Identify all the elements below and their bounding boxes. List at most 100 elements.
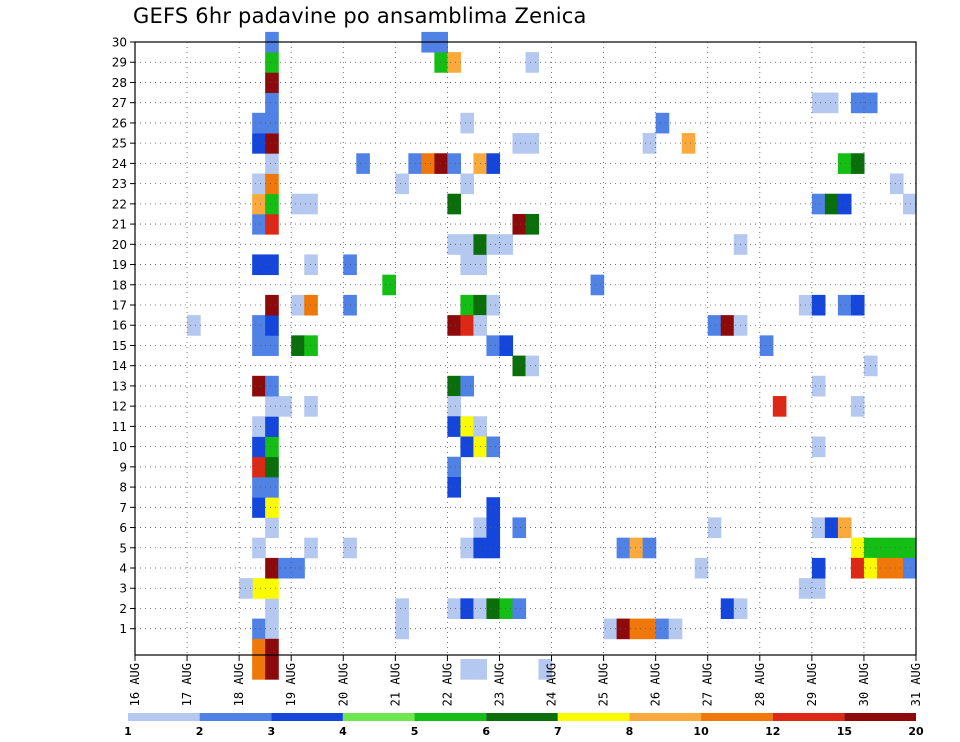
- heatmap-cell: [525, 52, 540, 73]
- heatmap-cell: [655, 112, 670, 134]
- colorbar-segment: [772, 713, 845, 721]
- heatmap-cell: [486, 537, 501, 559]
- heatmap-cell: [525, 133, 540, 154]
- heatmap-cell: [642, 133, 657, 154]
- heatmap-cell: [460, 294, 475, 316]
- heatmap-cell: [187, 315, 201, 336]
- heatmap-cell: [304, 254, 318, 276]
- heatmap-cell: [265, 375, 279, 397]
- heatmap-cell: [447, 456, 462, 478]
- heatmap-cell: [395, 173, 409, 195]
- y-tick-label: 4: [119, 562, 127, 576]
- heatmap-cell: [291, 557, 305, 579]
- heatmap-cell: [629, 618, 644, 640]
- heatmap-cell: [889, 557, 904, 579]
- heatmap-cell: [486, 294, 501, 316]
- heatmap-cell: [772, 396, 787, 417]
- colorbar-label: 4: [339, 725, 347, 738]
- heatmap-cell: [616, 537, 631, 559]
- colorbar-label: 8: [626, 725, 634, 738]
- heatmap-cell: [265, 72, 279, 93]
- heatmap-cell: [252, 375, 266, 397]
- y-tick-label: 26: [112, 116, 127, 130]
- heatmap-cell: [304, 537, 318, 559]
- heatmap-cell: [655, 618, 670, 640]
- colorbar-label: 10: [693, 725, 709, 738]
- colorbar-segment: [844, 713, 916, 721]
- heatmap-cell: [265, 213, 279, 235]
- x-tick-label: 22 AUG: [440, 663, 454, 706]
- heatmap-cell: [252, 416, 266, 437]
- heatmap-cell: [824, 193, 839, 215]
- y-tick-label: 27: [112, 96, 127, 110]
- heatmap-cell: [447, 396, 462, 417]
- heatmap-cell: [447, 193, 462, 215]
- heatmap-cell: [642, 537, 657, 559]
- heatmap-cell: [889, 537, 904, 559]
- y-tick-label: 18: [112, 278, 127, 292]
- heatmap-cell: [265, 396, 279, 417]
- colorbar-segment: [557, 713, 630, 721]
- heatmap-cell: [837, 153, 852, 174]
- heatmap-cell: [447, 153, 462, 174]
- heatmap-cell: [265, 456, 279, 478]
- heatmap-cell: [486, 436, 501, 458]
- heatmap-cell: [850, 557, 865, 579]
- heatmap-cell: [252, 537, 266, 559]
- heatmap-cell: [460, 254, 475, 276]
- heatmap-cell: [824, 517, 839, 539]
- heatmap-cell: [538, 659, 553, 680]
- heatmap-cell: [447, 476, 462, 498]
- heatmap-cell: [460, 598, 475, 619]
- y-tick-label: 15: [112, 339, 127, 353]
- y-tick-label: 21: [112, 218, 127, 232]
- heatmap-cell: [460, 375, 475, 397]
- y-tick-label: 25: [112, 137, 127, 151]
- heatmap-cell: [525, 213, 540, 235]
- heatmap-cell: [434, 52, 448, 73]
- y-tick-label: 3: [119, 582, 127, 596]
- x-tick-label: 19 AUG: [284, 663, 298, 706]
- heatmap-cell: [265, 557, 279, 579]
- heatmap-cell: [460, 436, 475, 458]
- heatmap-cell: [499, 335, 514, 356]
- heatmap-cell: [811, 92, 826, 114]
- colorbar-segment: [414, 713, 487, 721]
- x-tick-label: 21 AUG: [388, 663, 402, 706]
- heatmap-cell: [265, 578, 279, 599]
- heatmap-cell: [252, 476, 266, 498]
- colorbar-segment: [629, 713, 702, 721]
- heatmap-cell: [850, 537, 865, 559]
- heatmap-cell: [811, 375, 826, 397]
- heatmap-cell: [265, 659, 279, 680]
- heatmap-cell: [811, 436, 826, 458]
- heatmap-cell: [252, 112, 266, 134]
- y-tick-label: 22: [112, 197, 127, 211]
- heatmap-cell: [252, 213, 266, 235]
- heatmap-cell: [720, 598, 735, 619]
- y-tick-label: 29: [112, 56, 127, 70]
- chart-title: GEFS 6hr padavine po ansamblima Zenica: [133, 4, 587, 28]
- colorbar-label: 20: [908, 725, 924, 738]
- colorbar-label: 12: [765, 725, 780, 738]
- colorbar-label: 6: [482, 725, 490, 738]
- heatmap-cell: [265, 497, 279, 518]
- heatmap-cell: [265, 517, 279, 539]
- y-tick-label: 9: [119, 460, 127, 474]
- heatmap-cell: [850, 92, 865, 114]
- heatmap-cell: [447, 234, 462, 255]
- heatmap-cell: [265, 173, 279, 195]
- x-tick-label: 17 AUG: [180, 663, 194, 706]
- heatmap-cell: [252, 173, 266, 195]
- heatmap-cell: [291, 294, 305, 316]
- heatmap-cell: [460, 416, 475, 437]
- heatmap-cell: [252, 133, 266, 154]
- heatmap-cell: [525, 355, 540, 377]
- heatmap-cell: [252, 638, 266, 660]
- heatmap-cell: [512, 598, 527, 619]
- heatmap-cell: [902, 193, 917, 215]
- heatmap-cell: [304, 335, 318, 356]
- heatmap-cell: [252, 436, 266, 458]
- y-tick-label: 19: [112, 258, 127, 272]
